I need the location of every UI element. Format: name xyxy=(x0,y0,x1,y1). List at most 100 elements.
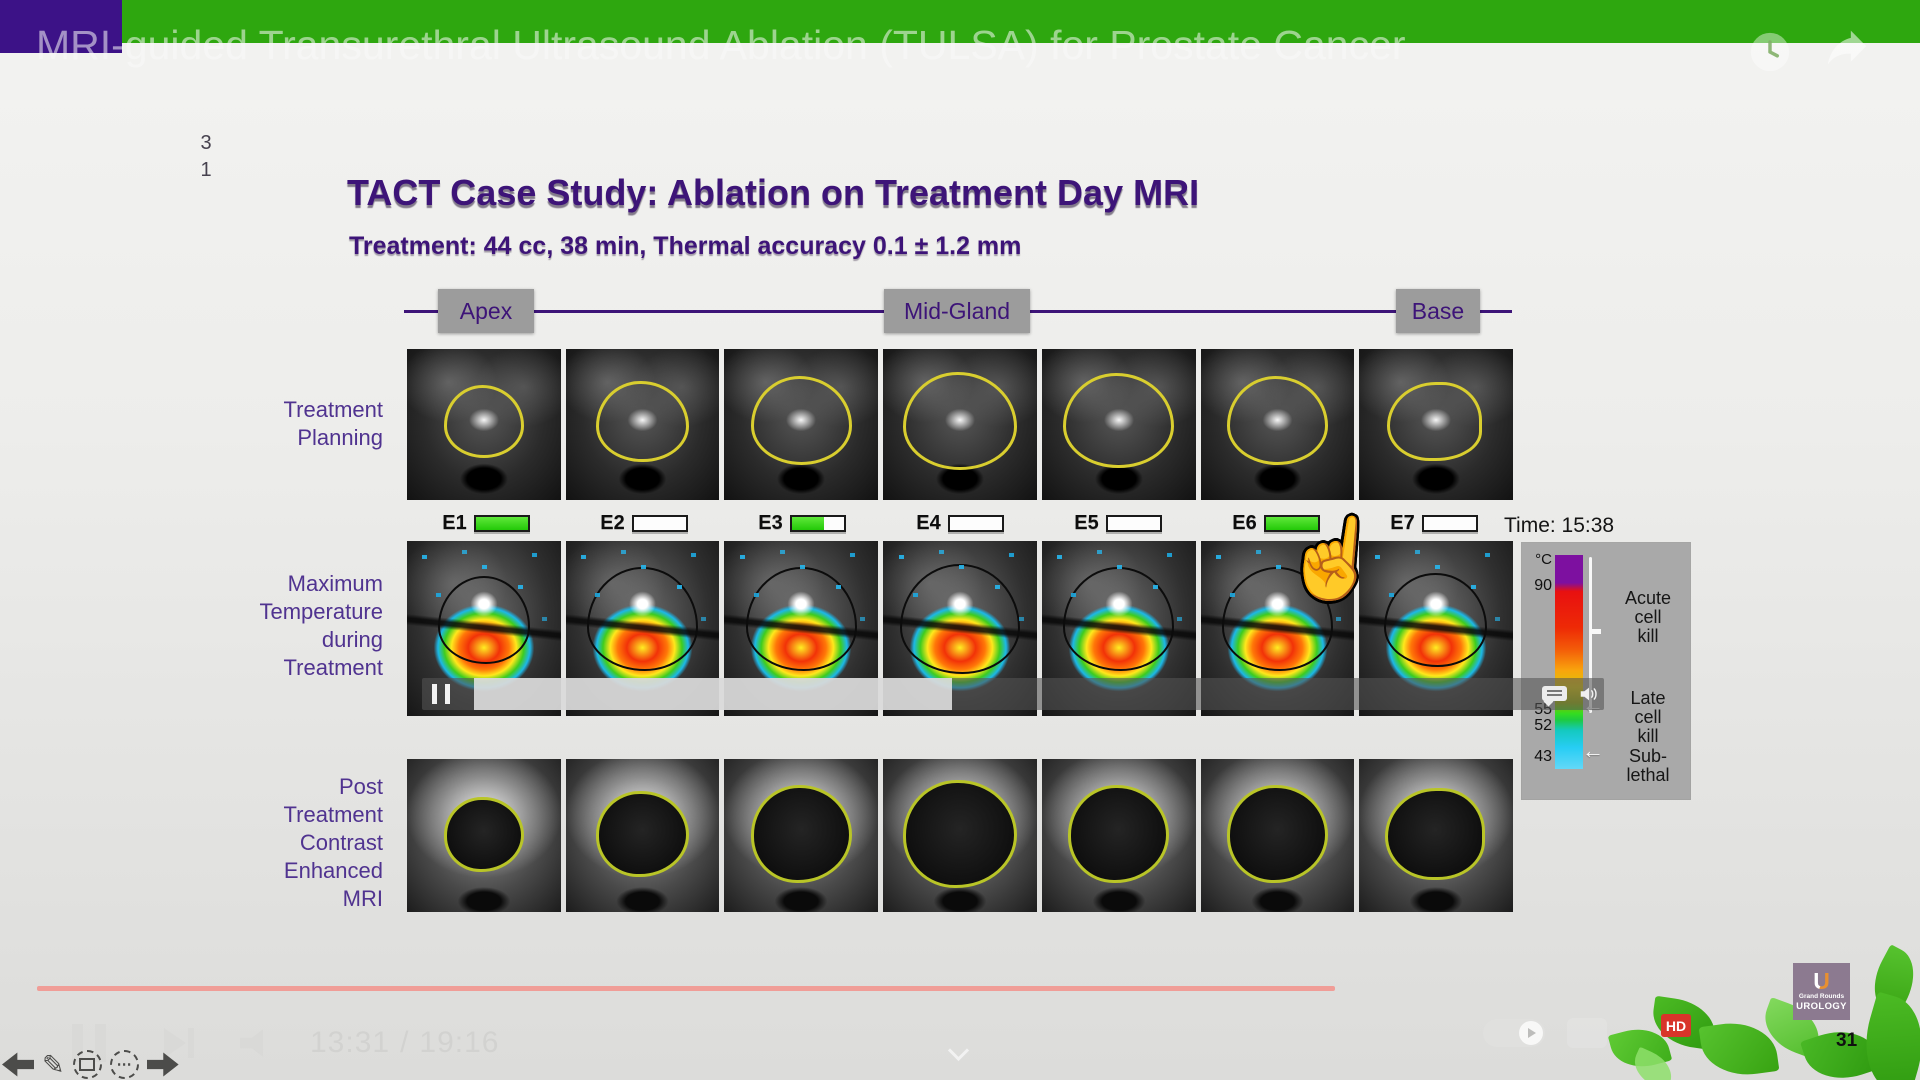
time-separator: / xyxy=(400,1026,410,1059)
mri-contrast-image xyxy=(1359,759,1513,912)
legend-tick-52: 52 xyxy=(1534,717,1552,734)
mri-planning-image xyxy=(1200,349,1355,500)
video-scrubber-overlay[interactable] xyxy=(422,678,1604,710)
player-pause-button[interactable] xyxy=(72,1024,106,1062)
slide-number-line: 1 xyxy=(200,159,212,181)
row-label-line: Treatment xyxy=(283,802,383,827)
forward-arrow-icon[interactable] xyxy=(146,1052,179,1077)
legend-zone-line: kill xyxy=(1637,726,1659,746)
back-arrow-icon[interactable] xyxy=(2,1052,34,1077)
speaker-icon[interactable] xyxy=(1578,683,1600,705)
element-progress-bar xyxy=(1105,515,1162,532)
grand-rounds-urology-logo: U Grand Rounds UROLOGY xyxy=(1793,963,1850,1020)
row-label-post-treatment: Post Treatment Contrast Enhanced MRI xyxy=(150,773,383,913)
element-label: E3 xyxy=(758,512,783,534)
legend-zone-acute: Acute cell kill xyxy=(1610,589,1686,646)
mri-planning-image xyxy=(1359,349,1513,500)
element-progress-bar xyxy=(789,515,846,532)
pencil-icon[interactable] xyxy=(42,1052,65,1078)
mri-planning-image xyxy=(883,349,1037,500)
more-tools-icon[interactable] xyxy=(109,1050,139,1079)
legend-zone-line: Acute xyxy=(1624,588,1672,608)
watch-later-icon[interactable] xyxy=(1747,29,1793,75)
share-icon[interactable] xyxy=(1820,26,1874,72)
treatment-time-display: Time: 15:38 xyxy=(1504,514,1615,537)
legend-zone-sublethal: Sub- lethal xyxy=(1610,747,1686,785)
hand-cursor xyxy=(1279,513,1386,603)
row-label-line: Treatment xyxy=(283,655,383,680)
element-label: E7 xyxy=(1390,512,1415,534)
dots-glyph xyxy=(117,1060,132,1070)
mri-contrast-image xyxy=(1041,759,1196,912)
element-label: E1 xyxy=(442,512,467,534)
slide-number-line: 3 xyxy=(200,132,212,154)
row-label-line: Post xyxy=(338,774,383,799)
row-label-line: Enhanced xyxy=(283,858,383,883)
mri-planning-image xyxy=(1041,349,1196,500)
row-label-line: during xyxy=(321,627,383,652)
legend-zone-line: cell xyxy=(1634,707,1662,727)
row-label-line: Planning xyxy=(297,425,383,450)
element-label: E6 xyxy=(1232,512,1257,534)
screen-tool-icon[interactable] xyxy=(72,1050,102,1079)
logo-line1: Grand Rounds xyxy=(1798,993,1845,1000)
treatment-planning-image-row xyxy=(407,349,1513,500)
element-progress-bar xyxy=(947,515,1004,532)
acute-range-bracket xyxy=(1589,557,1592,713)
row-label-line: Temperature xyxy=(259,599,383,624)
legend-zone-late: Late cell kill xyxy=(1610,689,1686,746)
row-label-line: Maximum xyxy=(287,571,383,596)
section-label-base: Base xyxy=(1396,289,1480,333)
slide-subtitle: Treatment: 44 cc, 38 min, Thermal accura… xyxy=(349,232,1022,260)
player-time-display: 13:31 / 19:16 xyxy=(310,1026,500,1060)
logo-line2: UROLOGY xyxy=(1796,1001,1847,1012)
comment-bubble-icon[interactable] xyxy=(1542,686,1567,701)
element-progress-fill xyxy=(791,517,824,530)
legend-unit-label: °C xyxy=(1535,551,1552,568)
chevron-down-icon[interactable] xyxy=(948,1042,970,1062)
post-treatment-image-row xyxy=(407,759,1513,912)
mri-contrast-image xyxy=(883,759,1037,912)
autoplay-knob xyxy=(1519,1021,1543,1045)
slide-page-number: 31 xyxy=(1836,1030,1858,1051)
element-progress-bar xyxy=(1421,515,1478,532)
slide-corner-numbers: 3 1 xyxy=(186,130,226,184)
scrubber-progress xyxy=(474,678,952,710)
row-label-max-temperature: Maximum Temperature during Treatment xyxy=(150,570,383,682)
row-label-line: Treatment xyxy=(283,397,383,422)
legend-zone-line: Late xyxy=(1630,688,1666,708)
autoplay-toggle[interactable] xyxy=(1483,1019,1545,1047)
player-next-button[interactable] xyxy=(164,1028,194,1058)
legend-zone-line: cell xyxy=(1634,607,1662,627)
hd-badge: HD xyxy=(1661,1014,1691,1037)
element-item: E5 xyxy=(1039,512,1197,535)
element-item: E7 xyxy=(1355,512,1513,535)
video-title: MRI-guided Transurethral Ultrasound Abla… xyxy=(36,22,1406,68)
mri-planning-image xyxy=(724,349,879,500)
section-label-midgland: Mid-Gland xyxy=(884,289,1030,333)
mri-contrast-image xyxy=(565,759,720,912)
element-item: E4 xyxy=(881,512,1039,535)
element-item: E3 xyxy=(723,512,881,535)
legend-tick-90: 90 xyxy=(1534,577,1552,594)
element-progress-fill xyxy=(475,517,528,530)
mri-contrast-image xyxy=(407,759,561,912)
miniplayer-icon[interactable] xyxy=(1567,1018,1607,1048)
seek-progress-bar[interactable] xyxy=(37,986,1335,991)
element-progress-bar xyxy=(631,515,688,532)
element-progress-bar xyxy=(473,515,530,532)
player-volume-icon[interactable] xyxy=(240,1029,264,1057)
current-time: 13:31 xyxy=(310,1026,391,1059)
slide-title: TACT Case Study: Ablation on Treatment D… xyxy=(347,172,1200,213)
element-item: E2 xyxy=(565,512,723,535)
element-label: E2 xyxy=(600,512,625,534)
temperature-colorbar xyxy=(1555,555,1583,769)
left-arrow-icon xyxy=(1582,741,1604,761)
row-label-treatment-planning: Treatment Planning xyxy=(150,396,383,452)
screen-tool-glyph xyxy=(79,1058,96,1071)
total-duration: 19:16 xyxy=(419,1026,500,1059)
annotation-toolbar xyxy=(2,1050,179,1079)
pause-icon[interactable] xyxy=(432,684,450,704)
mri-planning-image xyxy=(565,349,720,500)
